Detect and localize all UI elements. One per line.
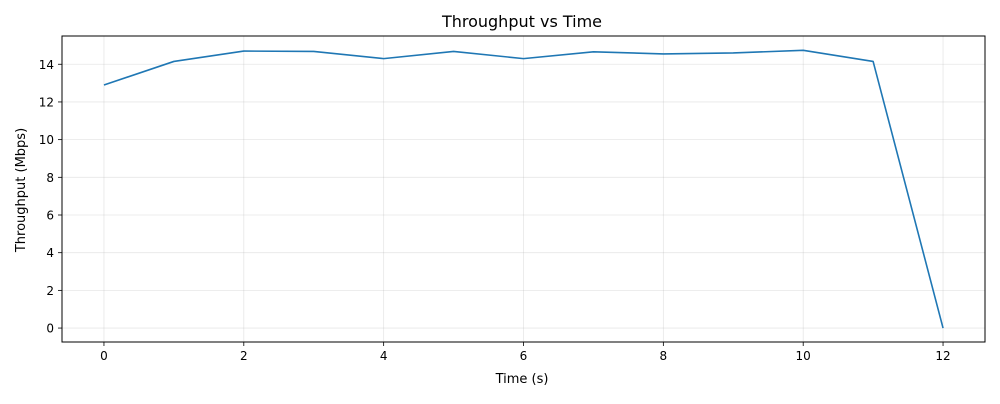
x-axis-label: Time (s) <box>495 372 549 387</box>
y-axis-label: Throughput (Mbps) <box>14 128 29 253</box>
y-tick-label: 6 <box>46 209 54 223</box>
y-tick-label: 4 <box>46 246 54 260</box>
y-tick-label: 10 <box>39 133 54 147</box>
tick-layer: 0 2 4 6 8 10 12 0 2 4 6 8 10 12 14 <box>39 58 951 363</box>
series-layer <box>103 49 944 329</box>
chart-title: Throughput vs Time <box>441 12 602 31</box>
y-tick-label: 14 <box>39 58 54 72</box>
x-tick-label: 2 <box>240 349 248 363</box>
y-tick-label: 12 <box>39 95 54 109</box>
y-tick-label: 2 <box>46 284 54 298</box>
y-tick-label: 0 <box>46 322 54 336</box>
x-tick-label: 10 <box>796 349 811 363</box>
x-tick-label: 8 <box>660 349 668 363</box>
grid-layer <box>62 36 985 342</box>
x-tick-label: 6 <box>520 349 528 363</box>
x-tick-label: 0 <box>100 349 108 363</box>
y-tick-label: 8 <box>46 171 54 185</box>
series-line <box>103 49 944 329</box>
x-tick-label: 12 <box>935 349 950 363</box>
x-tick-label: 4 <box>380 349 388 363</box>
